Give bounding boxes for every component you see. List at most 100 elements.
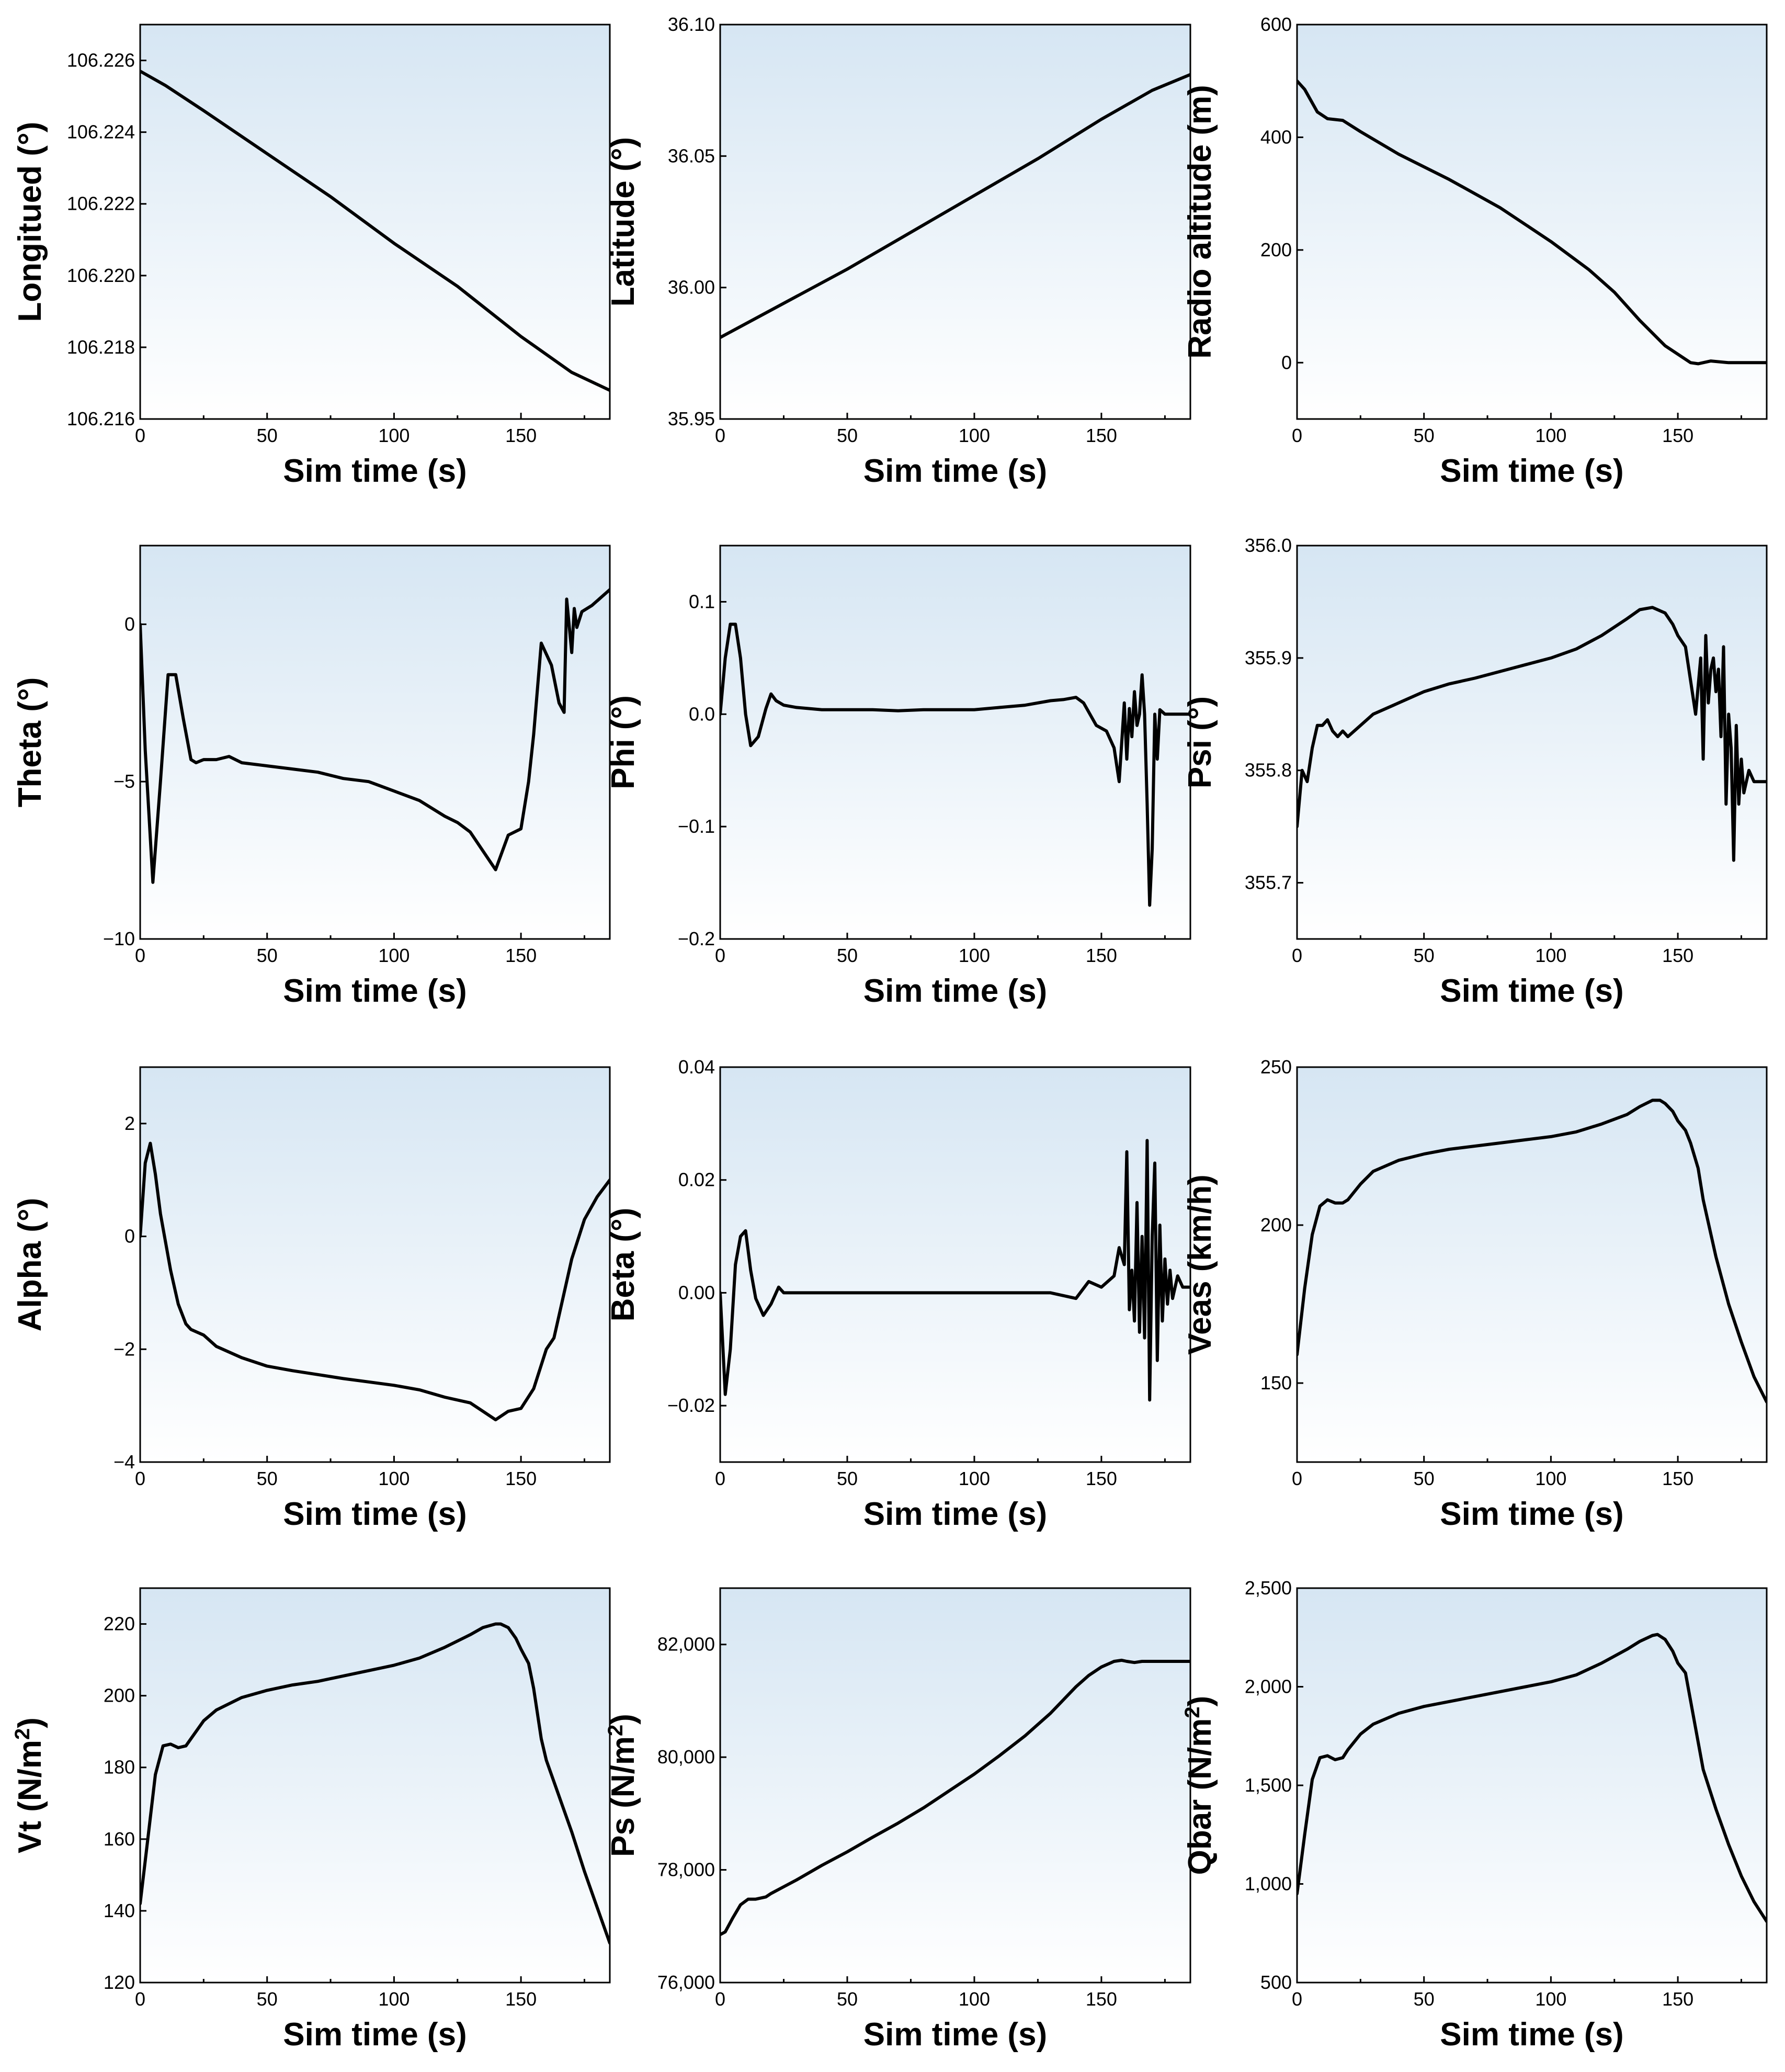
y-tick-label: −2 xyxy=(113,1338,135,1360)
plot-background xyxy=(1297,1067,1767,1462)
y-tick-label: 2 xyxy=(124,1113,135,1134)
x-tick-label: 100 xyxy=(378,425,410,446)
y-tick-label: 106.222 xyxy=(67,193,135,214)
x-tick-label: 100 xyxy=(959,1468,990,1489)
y-axis-label: Radio altitude (m) xyxy=(1182,85,1218,359)
plot-frame xyxy=(719,24,1191,420)
x-axis-label: Sim time (s) xyxy=(283,1496,467,1532)
y-tick-label: 220 xyxy=(104,1613,135,1635)
y-tick-label: 250 xyxy=(1260,1056,1292,1078)
plot-frame xyxy=(1296,545,1768,940)
beta-panel: 0 50 100 150 −0.02 0.00 0.02 0.04 Sim time (s) Be… xyxy=(605,1056,1191,1532)
y-tick-label: 180 xyxy=(104,1757,135,1778)
y-tick-label: −0.02 xyxy=(667,1395,715,1416)
y-tick-label: 0 xyxy=(1281,352,1292,373)
y-tick-label: 1,500 xyxy=(1245,1774,1292,1796)
x-axis-label: Sim time (s) xyxy=(1440,2017,1623,2053)
x-tick-label: 0 xyxy=(1292,1988,1302,2010)
plot-background xyxy=(140,546,610,939)
veas-km-h-panel: 0 50 100 150 150 200 250 Sim time (s) Veas (km/h… xyxy=(1182,1056,1768,1532)
y-tick-label: 500 xyxy=(1260,1972,1292,1993)
y-tick-label: 106.218 xyxy=(67,336,135,358)
y-tick-label: 2,000 xyxy=(1245,1676,1292,1697)
x-tick-label: 150 xyxy=(505,945,537,966)
x-tick-label: 150 xyxy=(1086,945,1117,966)
veas-series-line xyxy=(1297,1099,1767,1404)
x-tick-label: 100 xyxy=(1535,425,1566,446)
y-axis-label: Latitude (°) xyxy=(605,137,641,307)
y-tick-label: 36.10 xyxy=(668,14,715,35)
x-tick-label: 50 xyxy=(1414,425,1435,446)
longitued-panel: 0 50 100 150 106.216 106.218 106.220 106.222 106… xyxy=(12,24,611,489)
x-tick-label: 0 xyxy=(715,1988,725,2010)
ps-n-m-panel: 0 50 100 150 76,000 78,000 80,000 82,000 Sim tim… xyxy=(604,1587,1191,2053)
y-tick-label: 0.0 xyxy=(689,703,715,724)
plot-background xyxy=(720,546,1190,939)
plot-background xyxy=(720,1067,1190,1462)
x-axis-label: Sim time (s) xyxy=(1440,973,1623,1009)
plot-frame xyxy=(719,545,1191,940)
y-tick-label: 356.0 xyxy=(1245,535,1292,556)
y-tick-label: 355.7 xyxy=(1245,872,1292,893)
y-axis-label: Vt (N/m2) xyxy=(11,1717,48,1853)
y-tick-label: 106.220 xyxy=(67,265,135,286)
x-axis-label: Sim time (s) xyxy=(863,2017,1047,2053)
plot-frame xyxy=(1296,24,1768,420)
x-tick-label: 100 xyxy=(959,1988,990,2010)
plot-background xyxy=(720,25,1190,419)
y-tick-label: 355.8 xyxy=(1245,760,1292,781)
x-tick-label: 100 xyxy=(378,945,410,966)
x-tick-label: 50 xyxy=(1414,1988,1435,2010)
y-tick-label: 106.224 xyxy=(67,121,135,143)
x-tick-label: 50 xyxy=(837,425,858,446)
y-axis-label: Theta (°) xyxy=(12,677,48,808)
plot-frame xyxy=(139,1066,611,1463)
vt-series-line xyxy=(140,1622,610,1945)
y-tick-label: 76,000 xyxy=(657,1972,715,1993)
qbar-series-line xyxy=(1297,1633,1767,1923)
y-tick-label: 0.00 xyxy=(678,1282,715,1303)
y-tick-label: 355.9 xyxy=(1245,647,1292,669)
y-axis-label: Psi (°) xyxy=(1182,696,1218,788)
radio-altitude-m-panel: 0 50 100 150 0 200 400 600 Sim time (s) Radio alt… xyxy=(1182,14,1768,489)
y-tick-label: 600 xyxy=(1260,14,1292,35)
x-tick-label: 150 xyxy=(1086,425,1117,446)
y-tick-label: −0.2 xyxy=(678,928,715,949)
y-tick-label: 160 xyxy=(104,1828,135,1850)
x-tick-label: 50 xyxy=(837,945,858,966)
y-axis-label: Beta (°) xyxy=(605,1208,641,1322)
x-axis-label: Sim time (s) xyxy=(283,2017,467,2053)
x-axis-label: Sim time (s) xyxy=(863,453,1047,489)
y-tick-label: 35.95 xyxy=(668,408,715,429)
radio-altitude-series-line xyxy=(1297,79,1767,366)
x-tick-label: 50 xyxy=(837,1468,858,1489)
plot-frame xyxy=(719,1066,1191,1463)
y-axis-label: Qbar (N/m2) xyxy=(1181,1696,1218,1875)
y-tick-label: −4 xyxy=(113,1451,135,1473)
y-tick-label: 0.02 xyxy=(678,1169,715,1191)
qbar-n-m-panel: 0 50 100 150 500 1,000 1,500 2,000 2,500 Sim time… xyxy=(1181,1577,1768,2053)
y-tick-label: 82,000 xyxy=(657,1634,715,1655)
x-tick-label: 0 xyxy=(1292,1468,1302,1489)
y-tick-label: 36.05 xyxy=(668,145,715,166)
plot-frame xyxy=(1296,1066,1768,1463)
alpha-series-line xyxy=(140,1141,610,1422)
y-tick-label: 0.04 xyxy=(678,1056,715,1078)
x-tick-label: 100 xyxy=(1535,945,1566,966)
psi-series-line xyxy=(1297,606,1767,862)
x-tick-label: 50 xyxy=(1414,1468,1435,1489)
y-tick-label: 0 xyxy=(124,1226,135,1247)
y-tick-label: 0.1 xyxy=(689,591,715,612)
psi-panel: 0 50 100 150 355.7 355.8 355.9 356.0 Sim time (s… xyxy=(1182,535,1768,1009)
y-tick-label: −10 xyxy=(103,928,135,949)
x-tick-label: 150 xyxy=(1662,1468,1693,1489)
x-tick-label: 0 xyxy=(715,1468,725,1489)
x-tick-label: 150 xyxy=(1086,1468,1117,1489)
plot-frame xyxy=(139,545,611,940)
y-tick-label: 200 xyxy=(1260,239,1292,261)
y-tick-label: 80,000 xyxy=(657,1746,715,1768)
plot-background xyxy=(1297,25,1767,419)
latitude-series-line xyxy=(720,73,1190,339)
theta-panel: 0 50 100 150 −10 −5 0 Sim time (s) Theta (°) xyxy=(12,545,611,1009)
